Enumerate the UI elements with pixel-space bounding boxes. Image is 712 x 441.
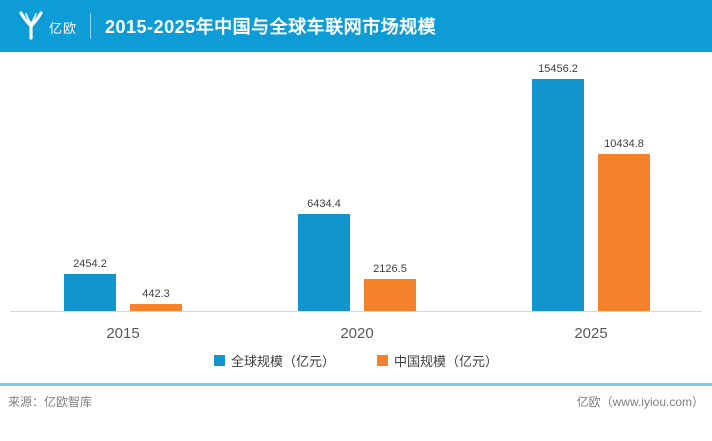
eo-logo-icon: [16, 9, 46, 43]
category-label: 2025: [574, 325, 608, 342]
bar-series0-2015: [64, 274, 116, 311]
category-label: 2015: [106, 325, 140, 342]
bar-series0-2025: [532, 79, 584, 311]
value-label: 2126.5: [373, 263, 407, 275]
legend-item-global: 全球规模（亿元）: [213, 351, 335, 370]
bar-group-2015: 2454.2 442.3 2015: [64, 52, 182, 342]
bar-group-2020: 6434.4 2126.5 2020: [298, 52, 416, 342]
eo-logo-text: 亿欧: [49, 21, 78, 36]
category-label: 2020: [340, 325, 374, 342]
value-label: 442.3: [142, 288, 170, 300]
source-text: 来源：亿欧智库: [8, 395, 93, 409]
header-divider: [90, 13, 92, 39]
bar-group-2025: 15456.2 10434.8 2025: [532, 52, 650, 342]
eo-logo: 亿欧: [16, 9, 77, 43]
legend-swatch-china: [377, 355, 388, 366]
footer: 来源：亿欧智库 亿欧（www.iyiou.com）: [8, 393, 704, 410]
value-label: 6434.4: [307, 198, 341, 210]
footer-divider-line: [0, 383, 712, 386]
legend-label-global: 全球规模（亿元）: [230, 354, 335, 369]
value-label: 15456.2: [538, 63, 578, 75]
chart-title: 2015-2025年中国与全球车联网市场规模: [105, 17, 437, 37]
legend-item-china: 中国规模（亿元）: [377, 351, 498, 370]
bar-series0-2020: [298, 214, 350, 311]
bar-series1-2015: [130, 304, 182, 311]
brand-text: 亿欧（www.iyiou.com）: [576, 395, 704, 409]
value-label: 2454.2: [73, 258, 107, 270]
legend-label-china: 中国规模（亿元）: [394, 354, 499, 369]
header-banner: 亿欧 2015-2025年中国与全球车联网市场规模: [0, 0, 712, 52]
bar-series1-2025: [598, 154, 650, 311]
legend-swatch-global: [213, 355, 225, 366]
plot-area: 2454.2 442.3 2015 6434.4 2126.5 2020 15456.2 10…: [10, 52, 702, 342]
bar-series1-2020: [364, 279, 416, 311]
value-label: 10434.8: [604, 138, 644, 150]
legend: 全球规模（亿元） 中国规模（亿元）: [0, 351, 712, 370]
